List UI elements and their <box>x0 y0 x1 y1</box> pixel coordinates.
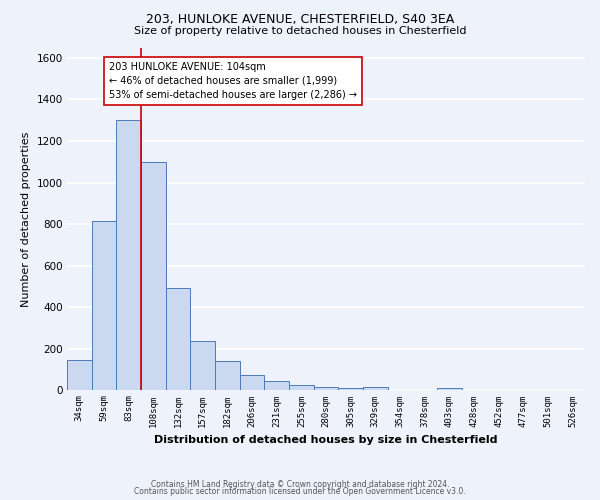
Bar <box>67 360 92 390</box>
Bar <box>141 162 166 390</box>
Y-axis label: Number of detached properties: Number of detached properties <box>21 131 31 306</box>
Bar <box>239 374 265 390</box>
Bar <box>314 387 338 390</box>
Text: Contains HM Land Registry data © Crown copyright and database right 2024.: Contains HM Land Registry data © Crown c… <box>151 480 449 489</box>
Bar <box>363 387 388 390</box>
Bar <box>437 388 461 390</box>
Bar <box>265 381 289 390</box>
Bar <box>289 385 314 390</box>
X-axis label: Distribution of detached houses by size in Chesterfield: Distribution of detached houses by size … <box>154 435 498 445</box>
Bar <box>338 388 363 390</box>
Bar <box>215 361 239 390</box>
Bar <box>116 120 141 390</box>
Bar <box>166 288 190 390</box>
Text: Size of property relative to detached houses in Chesterfield: Size of property relative to detached ho… <box>134 26 466 36</box>
Text: 203 HUNLOKE AVENUE: 104sqm
← 46% of detached houses are smaller (1,999)
53% of s: 203 HUNLOKE AVENUE: 104sqm ← 46% of deta… <box>109 62 357 100</box>
Text: 203, HUNLOKE AVENUE, CHESTERFIELD, S40 3EA: 203, HUNLOKE AVENUE, CHESTERFIELD, S40 3… <box>146 12 454 26</box>
Bar <box>92 221 116 390</box>
Bar <box>190 342 215 390</box>
Text: Contains public sector information licensed under the Open Government Licence v3: Contains public sector information licen… <box>134 487 466 496</box>
